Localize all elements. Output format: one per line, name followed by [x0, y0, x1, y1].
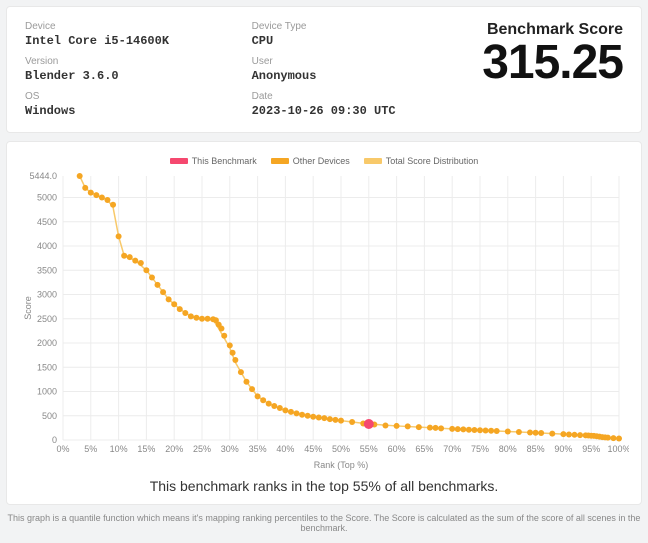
svg-text:100%: 100%	[607, 444, 629, 454]
meta-version: Version Blender 3.6.0	[25, 56, 236, 83]
meta-user: User Anonymous	[252, 56, 463, 83]
svg-text:55%: 55%	[360, 444, 378, 454]
score-block: Benchmark Score 315.25	[472, 21, 623, 118]
meta-label: Device Type	[252, 21, 463, 32]
svg-text:3500: 3500	[37, 265, 57, 275]
svg-text:Score: Score	[23, 296, 33, 320]
meta-grid: Device Intel Core i5-14600K Device Type …	[25, 21, 462, 118]
legend-other: Other Devices	[271, 156, 350, 166]
svg-text:80%: 80%	[499, 444, 517, 454]
svg-text:0%: 0%	[56, 444, 69, 454]
svg-text:2500: 2500	[37, 314, 57, 324]
meta-label: OS	[25, 91, 236, 102]
meta-label: Device	[25, 21, 236, 32]
svg-text:90%: 90%	[554, 444, 572, 454]
svg-text:500: 500	[42, 411, 57, 421]
svg-text:40%: 40%	[276, 444, 294, 454]
meta-label: User	[252, 56, 463, 67]
footnote: This graph is a quantile function which …	[6, 513, 642, 533]
svg-text:10%: 10%	[110, 444, 128, 454]
svg-text:25%: 25%	[193, 444, 211, 454]
svg-text:15%: 15%	[137, 444, 155, 454]
meta-value: Blender 3.6.0	[25, 69, 236, 83]
svg-text:5%: 5%	[84, 444, 97, 454]
meta-label: Date	[252, 91, 463, 102]
rank-text: This benchmark ranks in the top 55% of a…	[19, 478, 629, 494]
svg-text:35%: 35%	[249, 444, 267, 454]
legend-this: This Benchmark	[170, 156, 257, 166]
svg-text:5000: 5000	[37, 193, 57, 203]
svg-text:4000: 4000	[37, 241, 57, 251]
legend-label: Total Score Distribution	[386, 156, 479, 166]
legend-label: Other Devices	[293, 156, 350, 166]
meta-value: 2023-10-26 09:30 UTC	[252, 104, 463, 118]
score-value: 315.25	[482, 39, 623, 87]
meta-date: Date 2023-10-26 09:30 UTC	[252, 91, 463, 118]
quantile-chart: 0500100015002000250030003500400045005000…	[19, 170, 629, 470]
chart-card: This Benchmark Other Devices Total Score…	[6, 141, 642, 505]
legend-dist: Total Score Distribution	[364, 156, 479, 166]
svg-text:4500: 4500	[37, 217, 57, 227]
svg-text:1500: 1500	[37, 362, 57, 372]
svg-text:70%: 70%	[443, 444, 461, 454]
svg-text:Rank (Top %): Rank (Top %)	[314, 460, 369, 470]
meta-label: Version	[25, 56, 236, 67]
svg-text:50%: 50%	[332, 444, 350, 454]
svg-text:60%: 60%	[388, 444, 406, 454]
swatch-dist	[364, 158, 382, 164]
meta-value: CPU	[252, 34, 463, 48]
svg-text:2000: 2000	[37, 338, 57, 348]
meta-value: Intel Core i5-14600K	[25, 34, 236, 48]
svg-text:75%: 75%	[471, 444, 489, 454]
svg-text:45%: 45%	[304, 444, 322, 454]
svg-text:5444.0: 5444.0	[29, 171, 57, 181]
meta-value: Anonymous	[252, 69, 463, 83]
svg-text:1000: 1000	[37, 387, 57, 397]
legend-label: This Benchmark	[192, 156, 257, 166]
chart-legend: This Benchmark Other Devices Total Score…	[19, 156, 629, 166]
svg-text:3000: 3000	[37, 290, 57, 300]
svg-text:30%: 30%	[221, 444, 239, 454]
swatch-this	[170, 158, 188, 164]
meta-device: Device Intel Core i5-14600K	[25, 21, 236, 48]
header-card: Device Intel Core i5-14600K Device Type …	[6, 6, 642, 133]
svg-text:20%: 20%	[165, 444, 183, 454]
meta-os: OS Windows	[25, 91, 236, 118]
meta-type: Device Type CPU	[252, 21, 463, 48]
svg-text:85%: 85%	[527, 444, 545, 454]
swatch-other	[271, 158, 289, 164]
meta-value: Windows	[25, 104, 236, 118]
svg-text:65%: 65%	[415, 444, 433, 454]
svg-text:95%: 95%	[582, 444, 600, 454]
